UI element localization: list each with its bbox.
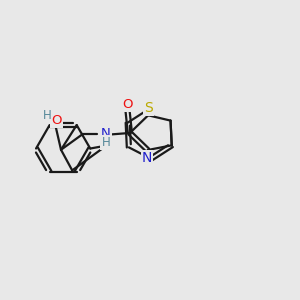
Text: H: H [101, 136, 110, 149]
Text: O: O [122, 98, 133, 111]
Text: N: N [101, 128, 111, 140]
Text: N: N [142, 151, 152, 165]
Text: H: H [43, 109, 51, 122]
Text: S: S [144, 101, 153, 115]
Text: O: O [51, 114, 62, 128]
